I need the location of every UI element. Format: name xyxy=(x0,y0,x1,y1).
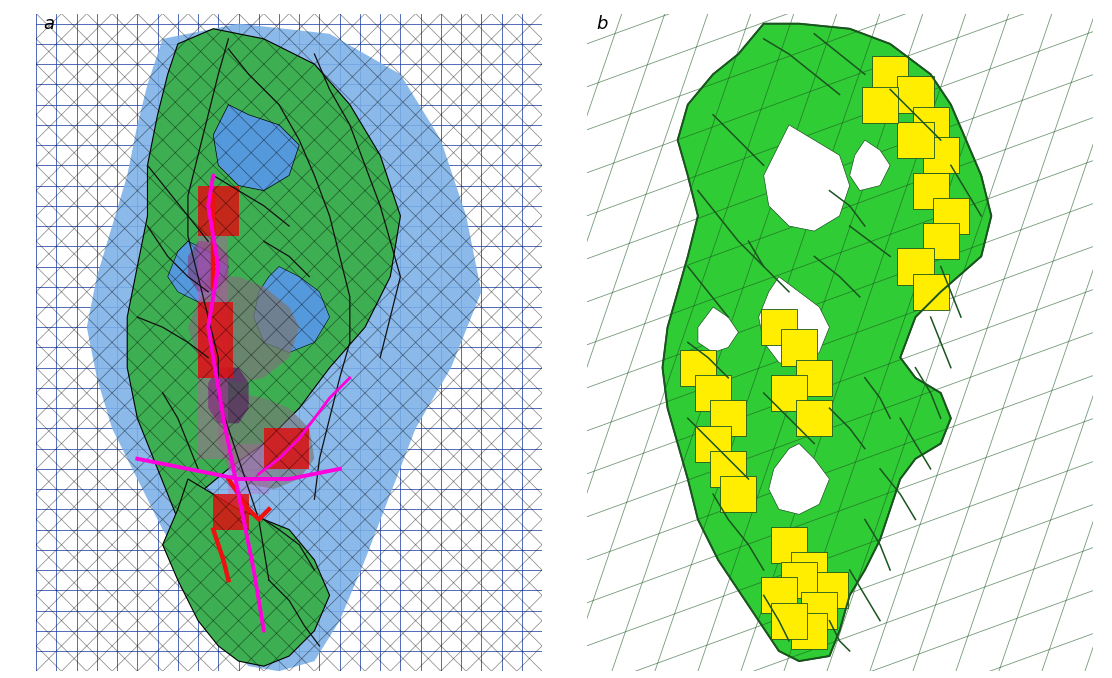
Polygon shape xyxy=(850,140,890,191)
Bar xyxy=(198,302,234,378)
Polygon shape xyxy=(214,104,299,191)
Bar xyxy=(214,494,249,530)
Polygon shape xyxy=(923,223,959,259)
Polygon shape xyxy=(897,77,933,113)
Polygon shape xyxy=(923,137,959,174)
Polygon shape xyxy=(897,248,933,285)
Polygon shape xyxy=(168,241,228,302)
Polygon shape xyxy=(127,28,400,519)
Polygon shape xyxy=(768,443,830,515)
Polygon shape xyxy=(711,451,746,487)
Bar xyxy=(198,236,228,459)
Polygon shape xyxy=(761,309,797,345)
Polygon shape xyxy=(913,274,949,310)
Polygon shape xyxy=(933,198,969,234)
Polygon shape xyxy=(711,400,746,437)
Polygon shape xyxy=(218,393,315,489)
Polygon shape xyxy=(188,241,228,292)
Bar xyxy=(228,443,269,494)
Polygon shape xyxy=(913,107,949,143)
Polygon shape xyxy=(758,277,830,367)
Polygon shape xyxy=(791,552,827,588)
Polygon shape xyxy=(781,562,817,598)
Polygon shape xyxy=(162,479,329,666)
Polygon shape xyxy=(802,593,837,629)
Polygon shape xyxy=(796,360,832,396)
Polygon shape xyxy=(862,87,898,123)
Bar xyxy=(198,186,239,236)
Polygon shape xyxy=(698,307,738,353)
Polygon shape xyxy=(695,375,732,411)
Polygon shape xyxy=(761,577,797,614)
Text: b: b xyxy=(597,15,608,33)
Bar xyxy=(264,428,309,469)
Polygon shape xyxy=(188,277,299,383)
Polygon shape xyxy=(208,367,249,423)
Polygon shape xyxy=(791,613,827,649)
Polygon shape xyxy=(764,125,850,231)
Polygon shape xyxy=(781,330,817,365)
Polygon shape xyxy=(254,266,329,353)
Polygon shape xyxy=(812,572,847,608)
Polygon shape xyxy=(771,375,807,411)
Polygon shape xyxy=(796,400,832,437)
Polygon shape xyxy=(721,476,756,512)
Polygon shape xyxy=(872,56,909,92)
Polygon shape xyxy=(771,527,807,563)
Polygon shape xyxy=(87,24,481,671)
Polygon shape xyxy=(663,24,991,661)
Polygon shape xyxy=(913,173,949,209)
Polygon shape xyxy=(695,426,732,462)
Polygon shape xyxy=(771,603,807,639)
Polygon shape xyxy=(679,350,716,386)
Polygon shape xyxy=(897,122,933,158)
Text: a: a xyxy=(43,15,54,33)
